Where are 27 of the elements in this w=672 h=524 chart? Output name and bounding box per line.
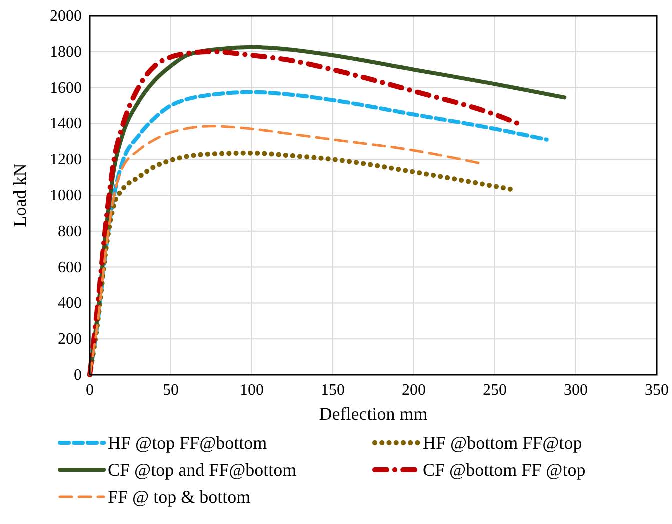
line-series: [88, 125, 480, 376]
x-tick-label: 300: [564, 382, 588, 399]
legend-label: CF @top and FF@bottom: [108, 460, 297, 480]
y-tick-label: 400: [58, 295, 82, 312]
legend-label: HF @bottom FF@top: [423, 433, 582, 453]
legend-label: CF @bottom FF @top: [423, 460, 586, 480]
y-tick-label: 0: [74, 367, 82, 384]
x-tick-label: 0: [86, 382, 94, 399]
y-tick-label: 800: [58, 223, 82, 240]
x-tick-label: 250: [483, 382, 507, 399]
y-tick-label: 2000: [50, 8, 82, 25]
y-tick-label: 1600: [50, 80, 82, 97]
x-tick-label: 350: [645, 382, 669, 399]
x-tick-label: 50: [163, 382, 179, 399]
y-tick-label: 1000: [50, 188, 82, 204]
x-tick-label: 100: [240, 382, 264, 399]
y-tick-label: 200: [58, 331, 82, 348]
y-tick-label: 1800: [50, 44, 82, 61]
y-tick-label: 1200: [50, 152, 82, 169]
legend-label: HF @top FF@bottom: [108, 433, 268, 453]
y-axis-title: Load kN: [10, 164, 30, 228]
x-tick-label: 150: [321, 382, 345, 399]
x-tick-label: 200: [402, 382, 426, 399]
legend-label: FF @ top & bottom: [108, 487, 251, 507]
x-axis-title: Deflection mm: [319, 404, 428, 424]
y-tick-label: 1400: [50, 116, 82, 133]
y-tick-label: 600: [58, 259, 82, 276]
